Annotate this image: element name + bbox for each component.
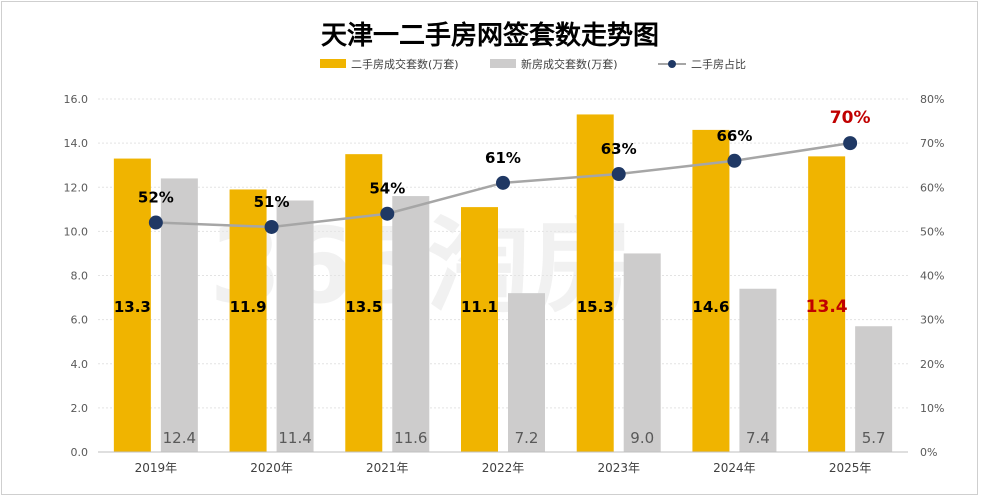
bar-newhome [623, 253, 661, 452]
data-label-ratio: 51% [254, 193, 290, 211]
bar-secondhand [345, 154, 383, 452]
ratio-marker [727, 153, 742, 168]
data-label-newhome: 7.2 [515, 429, 539, 447]
data-label-secondhand: 11.1 [461, 298, 498, 316]
y-left-tick-label: 14.0 [64, 137, 89, 150]
y-right-tick-label: 80% [920, 93, 944, 106]
chart-title: 天津一二手房网签套数走势图 [321, 20, 659, 51]
x-tick-label: 2023年 [597, 461, 640, 475]
y-left-tick-label: 2.0 [71, 402, 89, 415]
x-tick-label: 2025年 [829, 461, 872, 475]
data-label-ratio: 66% [716, 127, 752, 145]
bar-newhome [508, 293, 545, 452]
y-right-tick-label: 30% [920, 314, 944, 327]
y-left-tick-label: 6.0 [71, 314, 89, 327]
legend-swatch [320, 59, 346, 68]
legend-label: 二手房占比 [691, 57, 746, 71]
y-right-tick-label: 70% [920, 137, 944, 150]
x-tick-label: 2019年 [135, 461, 178, 475]
bar-secondhand [229, 189, 267, 453]
bar-secondhand [808, 156, 846, 453]
y-left-tick-label: 12.0 [64, 181, 89, 194]
y-right-tick-label: 10% [920, 402, 944, 415]
ratio-marker [148, 215, 163, 230]
y-left-tick-label: 8.0 [71, 270, 89, 283]
ratio-marker [611, 167, 626, 182]
bar-newhome [739, 288, 777, 452]
data-label-newhome: 7.4 [746, 429, 770, 447]
x-tick-label: 2022年 [482, 461, 525, 475]
y-right-tick-label: 20% [920, 358, 944, 371]
bar-newhome [160, 178, 198, 453]
y-right-tick-label: 40% [920, 270, 944, 283]
data-label-newhome: 12.4 [163, 429, 196, 447]
ratio-marker [843, 136, 858, 151]
data-label-newhome: 9.0 [630, 429, 654, 447]
y-left-tick-label: 10.0 [64, 225, 89, 238]
y-left-tick-label: 16.0 [64, 93, 89, 106]
data-label-newhome: 11.6 [394, 429, 427, 447]
data-label-newhome: 5.7 [862, 429, 886, 447]
data-label-secondhand: 13.3 [114, 298, 151, 316]
bar-secondhand [576, 114, 614, 452]
legend-marker [668, 60, 676, 68]
data-label-ratio: 61% [485, 149, 521, 167]
legend-swatch [490, 59, 516, 68]
bar-newhome [392, 196, 430, 452]
bar-secondhand [113, 158, 151, 452]
bar-newhome [855, 326, 893, 452]
bar-secondhand [692, 129, 730, 452]
ratio-marker [380, 206, 395, 221]
x-tick-label: 2021年 [366, 461, 409, 475]
legend-label: 新房成交套数(万套) [521, 57, 618, 71]
data-label-ratio: 54% [369, 180, 405, 198]
data-label-secondhand: 14.6 [692, 298, 729, 316]
legend-label: 二手房成交套数(万套) [351, 57, 459, 71]
data-label-secondhand: 11.9 [230, 298, 267, 316]
x-tick-label: 2020年 [250, 461, 293, 475]
y-left-tick-label: 4.0 [71, 358, 89, 371]
y-left-tick-label: 0.0 [71, 446, 89, 459]
data-label-secondhand: 15.3 [577, 298, 614, 316]
bar-newhome [276, 200, 314, 452]
y-right-tick-label: 60% [920, 181, 944, 194]
data-label-ratio: 63% [601, 140, 637, 158]
data-label-ratio: 70% [830, 108, 871, 128]
y-right-tick-label: 50% [920, 225, 944, 238]
data-label-newhome: 11.4 [278, 429, 311, 447]
data-label-secondhand: 13.5 [345, 298, 382, 316]
data-label-ratio: 52% [138, 189, 174, 207]
bar-secondhand [461, 207, 498, 452]
ratio-marker [496, 175, 510, 190]
y-right-tick-label: 0% [920, 446, 937, 459]
data-label-secondhand: 13.4 [806, 297, 848, 317]
x-tick-label: 2024年 [713, 461, 756, 475]
ratio-marker [264, 219, 279, 234]
